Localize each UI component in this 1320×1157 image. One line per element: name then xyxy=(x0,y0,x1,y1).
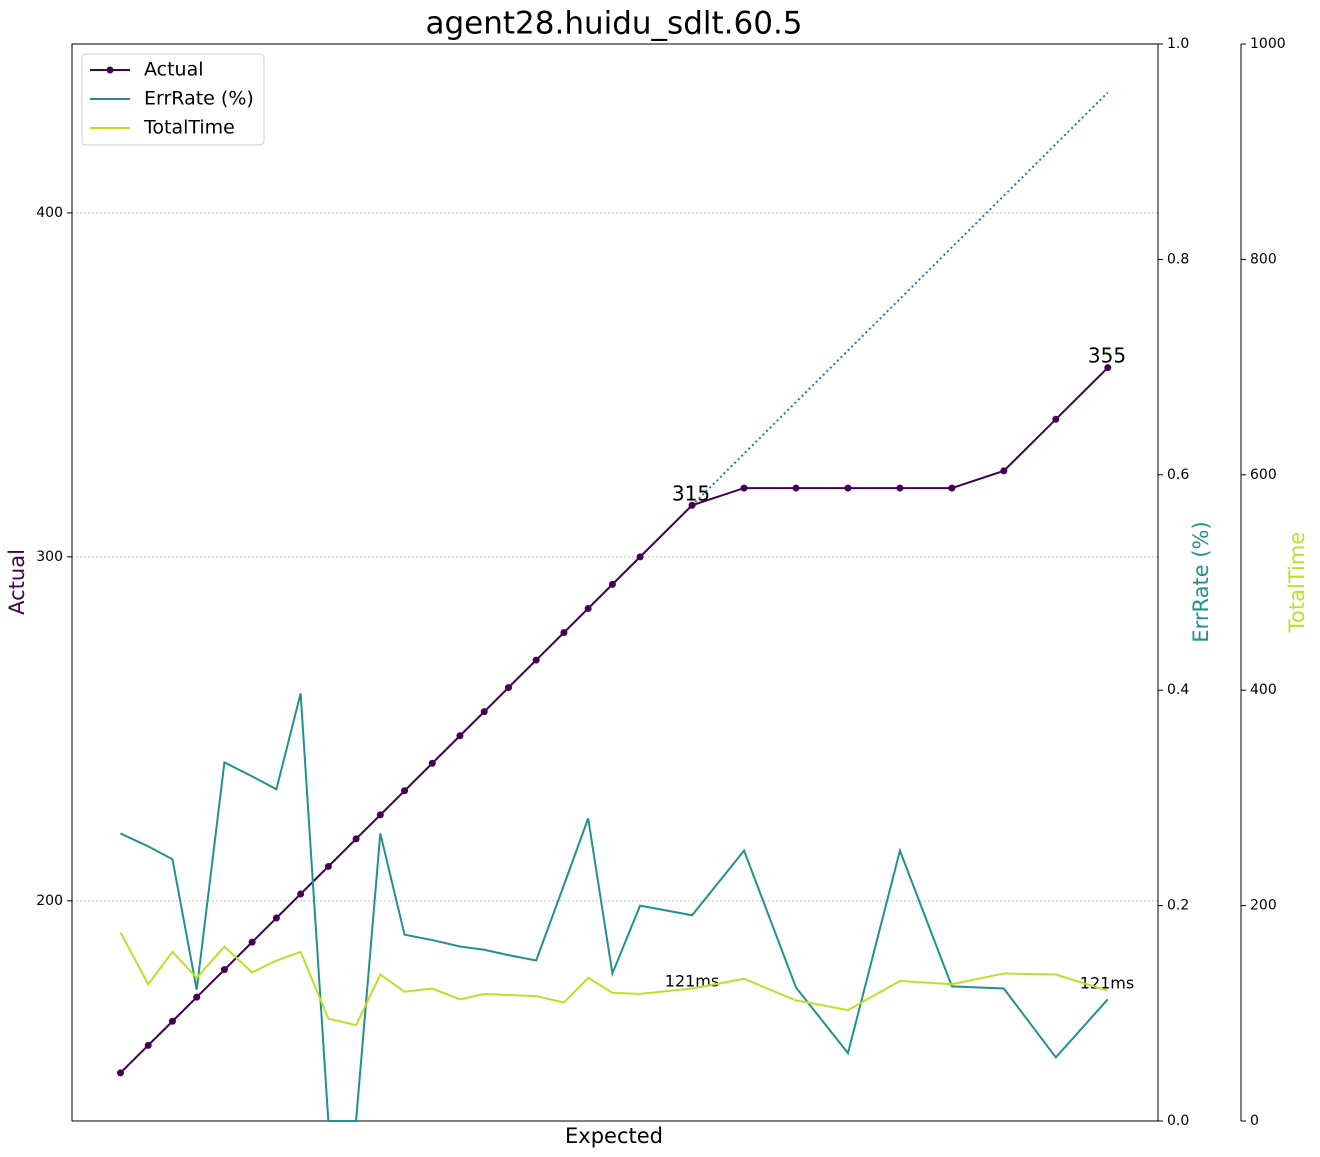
legend-label: TotalTime xyxy=(143,117,235,139)
data-point xyxy=(144,1041,152,1049)
y2-tick-label: 1.0 xyxy=(1167,36,1189,52)
y-tick-label: 400 xyxy=(36,205,63,221)
data-point xyxy=(352,835,360,843)
data-point xyxy=(740,484,748,492)
legend-marker xyxy=(106,66,114,74)
data-point xyxy=(1104,364,1112,372)
y3-tick-label: 1000 xyxy=(1250,36,1286,52)
data-point xyxy=(560,629,568,637)
y2-tick-label: 0.6 xyxy=(1167,467,1189,483)
data-point xyxy=(376,811,384,819)
series-line xyxy=(120,693,1109,1122)
data-point xyxy=(584,604,592,612)
chart-title: agent28.huidu_sdlt.60.5 xyxy=(425,6,802,42)
series-line xyxy=(119,366,1109,1074)
y3-tick-label: 200 xyxy=(1250,898,1277,914)
y2-tick-label: 0.2 xyxy=(1167,898,1189,914)
data-point xyxy=(504,684,512,692)
y3-tick-label: 0 xyxy=(1250,1113,1259,1129)
data-point xyxy=(480,708,488,716)
annotation: 355 xyxy=(1088,344,1126,368)
data-point xyxy=(116,1069,124,1077)
y-tick-label: 200 xyxy=(36,893,63,909)
data-point xyxy=(193,993,201,1001)
data-point xyxy=(636,553,644,561)
data-point xyxy=(1000,467,1008,475)
data-point xyxy=(608,580,616,588)
x-axis-label: Expected xyxy=(565,1124,663,1148)
data-point xyxy=(401,787,409,795)
data-point xyxy=(324,862,332,870)
data-point xyxy=(948,484,956,492)
data-point xyxy=(220,966,228,974)
annotation: 121ms xyxy=(1080,974,1134,993)
data-point xyxy=(428,759,436,767)
y2-axis-label: ErrRate (%) xyxy=(1189,521,1213,642)
legend-box xyxy=(81,53,265,146)
y2-tick-label: 0.4 xyxy=(1167,682,1189,698)
data-point xyxy=(896,484,904,492)
y3-tick-label: 400 xyxy=(1250,682,1277,698)
data-point xyxy=(272,914,280,922)
y3-axis-label: TotalTime xyxy=(1285,532,1309,633)
y-tick-label: 300 xyxy=(36,549,63,565)
data-point xyxy=(688,501,696,509)
data-point xyxy=(456,732,464,740)
plot-frame xyxy=(71,43,1159,1122)
y-axis-label: Actual xyxy=(5,549,29,615)
data-point xyxy=(1052,415,1060,423)
y3-tick-label: 600 xyxy=(1250,467,1277,483)
legend-label: Actual xyxy=(144,59,204,81)
legend-label: ErrRate (%) xyxy=(144,88,254,110)
y3-tick-label: 800 xyxy=(1250,251,1277,267)
y2-tick-label: 0.0 xyxy=(1167,1113,1189,1129)
series-line xyxy=(119,932,1109,1027)
y2-tick-label: 0.8 xyxy=(1167,251,1189,267)
data-point xyxy=(792,484,800,492)
data-point xyxy=(248,938,256,946)
data-point xyxy=(844,484,852,492)
data-point xyxy=(297,890,305,898)
data-point xyxy=(532,656,540,664)
data-point xyxy=(168,1017,176,1025)
